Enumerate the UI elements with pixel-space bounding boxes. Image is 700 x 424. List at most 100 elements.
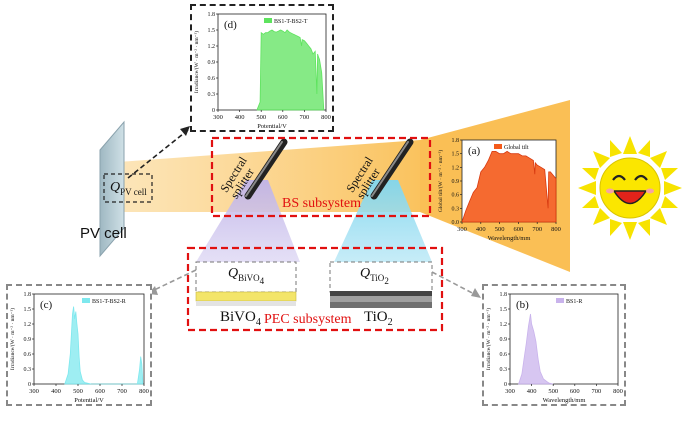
y-tick-label: 0.6	[208, 76, 216, 82]
x-axis-label: Wavelength/mm	[543, 397, 586, 404]
series-area	[256, 29, 325, 111]
y-tick-label: 0	[28, 382, 31, 388]
x-axis-label: Wavelength/mm	[488, 235, 531, 242]
tio2-electrode	[330, 291, 432, 296]
y-tick-label: 1.2	[24, 322, 32, 328]
y-tick-label: 0.0	[452, 220, 460, 226]
y-tick-label: 1.5	[24, 307, 32, 313]
chart-c-svg: 300 400 500 600 700 800 0 0.3 0.6 0.9 1.2 1.5 1.8 Pot…	[9, 292, 149, 404]
y-axis-label: Irradiance/(W · m⁻² · nm⁻¹)	[9, 308, 16, 370]
chart-panel-a: 300 400 500 600 700 800 0.0 0.3 0.6 0.9 1.2 1.5 1.8 W…	[436, 132, 562, 242]
legend-swatch	[494, 144, 502, 149]
y-tick-label: 0.9	[24, 337, 32, 343]
chart-panel-c: 300 400 500 600 700 800 0 0.3 0.6 0.9 1.2 1.5 1.8 Pot…	[6, 284, 152, 406]
y-tick-label: 0.9	[208, 60, 216, 66]
pec-subsystem-label: PEC subsystem	[264, 312, 352, 327]
arrow-tio2-to-b	[431, 271, 479, 297]
y-tick-label: 0	[212, 108, 215, 114]
y-tick-label: 1.8	[500, 292, 508, 298]
x-tick-label: 600	[570, 388, 580, 395]
y-tick-label: 1.2	[452, 165, 460, 171]
plot-frame	[33, 293, 145, 385]
x-tick-label: 800	[551, 226, 561, 233]
spectral-splitter-1	[244, 138, 288, 200]
legend-label: BS1-T-BS2-T	[274, 19, 308, 25]
x-tick-label: 800	[613, 388, 623, 395]
series-area	[518, 313, 554, 385]
bivo4-label: BiVO4	[220, 309, 261, 328]
panel-letter: (c)	[40, 299, 53, 311]
bivo4-electrode	[195, 291, 297, 302]
y-tick-label: 1.8	[208, 12, 216, 18]
y-tick-label: 0.9	[500, 337, 508, 343]
y-axis-label: Irradiance/(W · m⁻² · nm⁻¹)	[193, 31, 200, 93]
tio2-label: TiO2	[364, 309, 393, 328]
panel-letter: (a)	[468, 145, 481, 157]
y-tick-label: 1.8	[452, 138, 460, 144]
chart-panel-b: 300 400 500 600 700 800 0 0.3 0.6 0.9 1.2 1.5 1.8 Wav…	[482, 284, 626, 406]
panel-letter: (d)	[224, 19, 237, 31]
x-tick-label: 700	[532, 226, 542, 233]
y-tick-label: 0.3	[208, 92, 216, 98]
y-tick-label: 1.5	[452, 152, 460, 158]
x-tick-label: 800	[321, 114, 331, 121]
x-tick-label: 600	[95, 388, 105, 395]
y-tick-label: 0.6	[500, 352, 508, 358]
legend-swatch	[556, 298, 564, 303]
series-area	[64, 306, 144, 385]
y-tick-label: 0.3	[452, 206, 460, 212]
x-tick-label: 500	[73, 388, 83, 395]
x-tick-label: 600	[278, 114, 288, 121]
y-tick-label: 1.5	[500, 307, 508, 313]
pv-cell-label: PV cell	[80, 225, 127, 242]
beam-to-tio2	[334, 180, 432, 262]
legend-label: BS1-R	[566, 299, 582, 305]
x-tick-label: 500	[548, 388, 558, 395]
legend-label: Global tilt	[504, 145, 529, 151]
y-tick-label: 0.3	[24, 367, 32, 373]
q-bivo4-label: QBiVO4	[228, 266, 265, 286]
pec-subsystem-box	[186, 246, 444, 332]
x-tick-label: 500	[256, 114, 266, 121]
y-tick-label: 0.6	[452, 193, 460, 199]
x-tick-label: 400	[235, 114, 245, 121]
x-tick-label: 600	[514, 226, 524, 233]
x-axis-label: Potential/V	[74, 397, 104, 404]
beam-to-bivo4	[196, 180, 300, 262]
pv-cell	[99, 120, 125, 258]
x-tick-label: 300	[457, 226, 467, 233]
sun-icon	[578, 136, 682, 240]
series-area	[461, 150, 557, 223]
bs-subsystem-box	[210, 136, 432, 218]
x-tick-label: 300	[213, 114, 223, 121]
x-tick-label: 300	[505, 388, 515, 395]
y-tick-label: 0.9	[452, 179, 460, 185]
y-tick-label: 1.2	[208, 44, 216, 50]
y-tick-label: 1.2	[500, 322, 508, 328]
chart-b-svg: 300 400 500 600 700 800 0 0.3 0.6 0.9 1.2 1.5 1.8 Wav…	[485, 292, 623, 404]
chart-d-svg: 300 400 500 600 700 800 0 0.3 0.6 0.9 1.2 1.5 1.8 Pot…	[193, 12, 331, 130]
bs-subsystem-label: BS subsystem	[282, 196, 361, 211]
x-tick-label: 700	[592, 388, 602, 395]
panel-letter: (b)	[516, 299, 529, 311]
y-tick-label: 0	[504, 382, 507, 388]
chart-a-svg: 300 400 500 600 700 800 0.0 0.3 0.6 0.9 1.2 1.5 1.8 W…	[437, 138, 561, 242]
q-pv-box	[103, 173, 153, 203]
y-tick-label: 1.8	[24, 292, 32, 298]
light-beam-main	[118, 140, 420, 212]
x-tick-label: 700	[117, 388, 127, 395]
q-tio2-label: QTiO2	[360, 266, 389, 286]
x-tick-label: 800	[139, 388, 149, 395]
y-tick-label: 0.3	[500, 367, 508, 373]
spectral-splitter-2	[370, 138, 414, 200]
y-tick-label: 0.6	[24, 352, 32, 358]
y-tick-label: 1.5	[208, 28, 216, 34]
q-bivo4-box	[195, 261, 297, 293]
y-axis-label: Irradiance/(W · m⁻² · nm⁻¹)	[485, 308, 492, 370]
chart-panel-d: 300 400 500 600 700 800 0 0.3 0.6 0.9 1.2 1.5 1.8 Pot…	[190, 4, 334, 132]
x-tick-label: 400	[51, 388, 61, 395]
y-axis-label: Global tilt/(W · m⁻² · nm⁻¹)	[437, 150, 444, 212]
x-tick-label: 500	[495, 226, 505, 233]
legend-label: BS1-T-BS2-R	[92, 299, 126, 305]
arrow-pv-to-d	[127, 129, 189, 179]
